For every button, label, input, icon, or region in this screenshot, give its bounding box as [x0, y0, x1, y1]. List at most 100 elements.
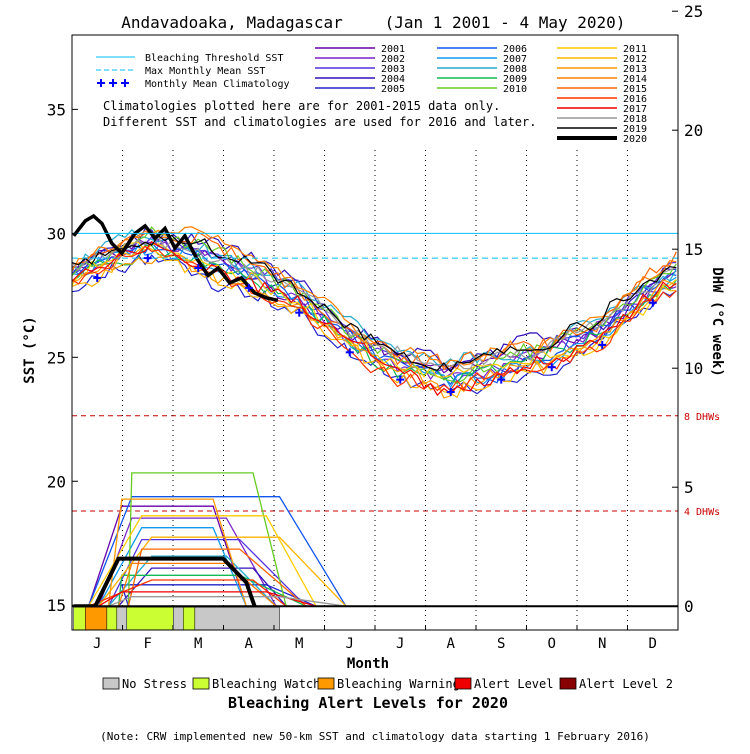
y-right-tick-label: 25	[684, 2, 703, 21]
sst-series-2007	[71, 243, 677, 389]
alert-level-swatch	[454, 677, 472, 690]
y-axis-label-left: SST (°C)	[22, 316, 38, 383]
legend-year-label: 2009	[503, 74, 527, 85]
dhw-reference-label: 8 DHWs	[684, 412, 720, 423]
alert-bar-segment	[194, 606, 280, 631]
sst-series-2004	[71, 228, 677, 372]
sst-series-2010	[71, 225, 677, 384]
legend: Bleaching Threshold SST Max Monthly Mean …	[96, 44, 647, 145]
dhw-series-2015	[127, 548, 307, 607]
dhw-series-2013	[107, 498, 247, 607]
sst-series-2019	[71, 234, 677, 373]
legend-year-label: 2013	[623, 64, 647, 75]
x-tick-label: M	[194, 636, 202, 652]
x-tick-label: O	[548, 636, 556, 652]
alert-bar-2020	[73, 606, 280, 631]
climatology-marker	[497, 375, 506, 384]
alert-levels-title: Bleaching Alert Levels for 2020	[228, 694, 508, 712]
alert-level-label: Alert Level 2	[579, 677, 673, 691]
dhw-series-2005	[120, 584, 317, 607]
x-tick-label: J	[396, 636, 404, 652]
x-tick-label: A	[447, 636, 456, 652]
legend-year-label: 2015	[623, 84, 647, 95]
dhw-series-2003	[107, 538, 307, 607]
climatology-marker	[143, 254, 152, 263]
chart-date-range: (Jan 1 2001 - 4 May 2020)	[385, 13, 626, 32]
y-left-tick-label: 35	[47, 100, 66, 119]
series-layer	[71, 213, 677, 399]
legend-year-label: 2006	[503, 44, 527, 55]
sst-series-2006	[71, 241, 677, 386]
alert-bar-segment	[73, 606, 86, 631]
x-tick-label: A	[245, 636, 254, 652]
alert-bar-segment	[106, 606, 118, 631]
sst-series-2005	[71, 254, 677, 395]
y-left-tick-label: 15	[47, 596, 66, 615]
y-left-tick-label: 30	[47, 224, 66, 243]
dhw-series-2014	[117, 562, 277, 607]
alert-level-swatch	[102, 677, 120, 690]
legend-year-label: 2004	[381, 74, 405, 85]
x-axis-label: Month	[347, 656, 389, 672]
legend-year-label: 2012	[623, 54, 647, 65]
legend-year-label: 2001	[381, 44, 405, 55]
x-tick-label: N	[598, 636, 606, 652]
alert-levels-legend: No Stress Bleaching Watch Bleaching Warnin…	[102, 677, 673, 691]
alert-bar-segment	[116, 606, 128, 631]
legend-year-label: 2016	[623, 94, 647, 105]
climatology-marker	[547, 363, 556, 372]
climatology-marker	[648, 298, 657, 307]
climatology-marker	[244, 283, 253, 292]
alert-bar-segment	[173, 606, 184, 631]
y-right-tick-label: 15	[684, 240, 703, 259]
climatology-marker	[93, 273, 102, 282]
climatology-note-line-1: Climatologies plotted here are for 2001-…	[103, 99, 500, 113]
climatology-marker	[446, 388, 455, 396]
alert-level-label: No Stress	[122, 677, 187, 691]
climatology-note-line-2: Different SST and climatologies are used…	[103, 115, 536, 129]
y-left-tick-label: 20	[47, 472, 66, 491]
y-right-tick-label: 20	[684, 121, 703, 140]
alert-bar-segment	[85, 606, 108, 631]
legend-year-label: 2019	[623, 124, 647, 135]
x-tick-label: D	[649, 636, 657, 652]
alert-bar-segment	[182, 606, 196, 631]
legend-year-label: 2007	[503, 54, 527, 65]
y-right-tick-label: 5	[684, 478, 694, 497]
x-tick-label: F	[144, 636, 152, 652]
chart-title: Andavadoaka, Madagascar	[121, 13, 343, 32]
legend-line-label: Monthly Mean Climatology	[145, 79, 290, 90]
dhw-series-2006	[87, 496, 347, 607]
dhw-curves	[72, 472, 678, 609]
dhw-series-2012	[98, 536, 347, 607]
sst-series-2017	[71, 240, 677, 397]
dhw-series-2020	[73, 556, 257, 609]
y-right-tick-label: 10	[684, 359, 703, 378]
legend-line-label: Bleaching Threshold SST	[145, 53, 283, 64]
dhw-series-2017	[98, 591, 317, 607]
dhw-series-2018	[108, 596, 346, 607]
legend-year-label: 2008	[503, 64, 527, 75]
sst-series-2016	[71, 245, 677, 392]
sst-series-2015	[71, 231, 677, 371]
y-axis-label-right: DHW (°C week)	[709, 267, 725, 377]
legend-year-label: 2003	[381, 64, 405, 75]
axes: 15 20 25 30 35 0 5 10 15 20 25 J F M A M J J A S O N D	[47, 2, 704, 652]
sst-series-2020	[72, 213, 279, 303]
month-gridlines	[122, 150, 628, 630]
footnote: (Note: CRW implemented new 50-km SST and…	[100, 730, 650, 743]
legend-year-label: 2002	[381, 54, 405, 65]
alert-level-label: Alert Level 1	[474, 677, 568, 691]
legend-year-label: 2010	[503, 84, 527, 95]
legend-year-label: 2011	[623, 44, 647, 55]
dhw-series-2010	[127, 472, 287, 607]
x-tick-label: S	[497, 636, 505, 652]
alert-level-label: Bleaching Watch	[212, 677, 320, 691]
legend-year-label: 2017	[623, 104, 647, 115]
alert-level-label: Bleaching Warning	[337, 677, 460, 691]
alert-level-swatch	[317, 677, 335, 690]
x-tick-label: M	[295, 636, 303, 652]
dhw-series-2001	[87, 505, 247, 607]
